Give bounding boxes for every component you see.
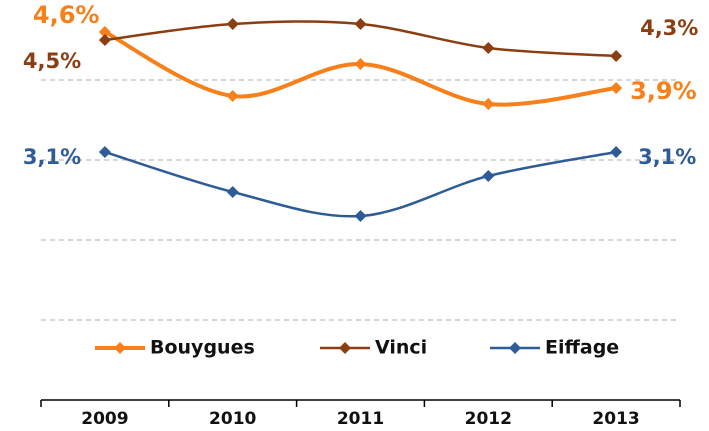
data-label: 4,5% xyxy=(23,49,81,73)
point-marker xyxy=(98,146,111,158)
point-marker xyxy=(226,18,239,30)
point-marker xyxy=(354,58,367,70)
data-label: 3,9% xyxy=(630,77,697,105)
point-marker xyxy=(98,26,111,38)
point-marker xyxy=(482,170,495,182)
legend-marker xyxy=(339,342,351,354)
x-tick-label: 2010 xyxy=(209,409,256,429)
data-label: 4,3% xyxy=(640,16,698,40)
point-marker xyxy=(354,210,367,222)
point-marker xyxy=(354,18,367,30)
point-marker xyxy=(610,146,623,158)
x-tick-label: 2012 xyxy=(465,409,512,429)
legend-marker xyxy=(509,342,521,354)
point-marker xyxy=(226,90,239,102)
point-marker xyxy=(482,98,495,110)
point-marker xyxy=(226,186,239,198)
data-label: 4,6% xyxy=(33,1,100,29)
point-marker xyxy=(98,34,111,46)
x-tick-label: 2013 xyxy=(592,409,639,429)
data-label: 3,1% xyxy=(23,145,81,169)
series-line xyxy=(104,150,617,218)
legend-marker xyxy=(114,342,126,354)
point-marker xyxy=(482,42,495,54)
x-tick-label: 2011 xyxy=(337,409,384,429)
point-marker xyxy=(610,50,623,62)
data-label: 3,1% xyxy=(638,145,696,169)
point-marker xyxy=(610,82,623,94)
legend-label: Eiffage xyxy=(545,337,619,359)
x-tick-label: 2009 xyxy=(81,409,128,429)
legend-label: Bouygues xyxy=(150,337,255,359)
legend-label: Vinci xyxy=(375,337,427,359)
